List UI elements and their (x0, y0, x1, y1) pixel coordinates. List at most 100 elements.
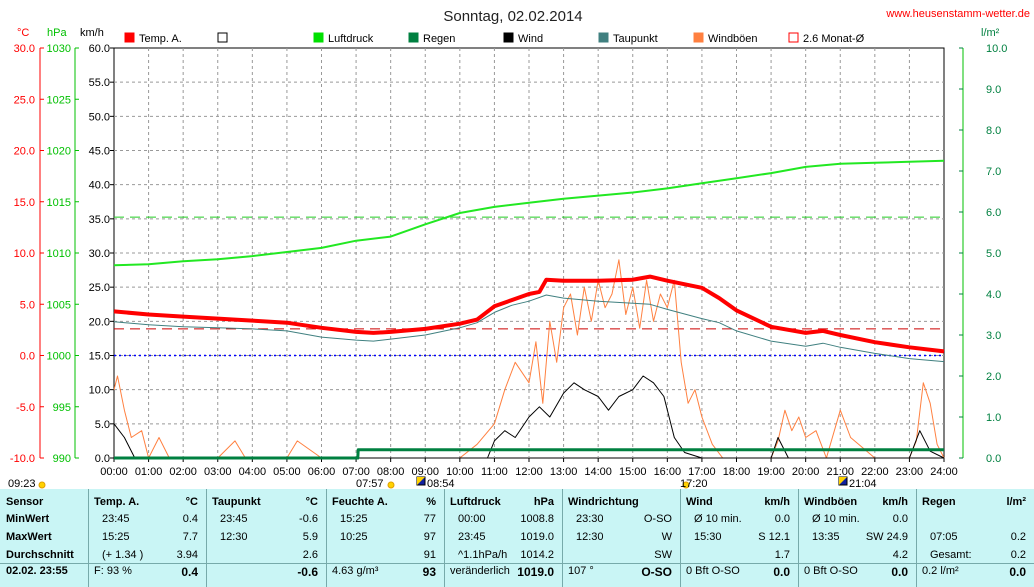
legend-label: Temp. A. (139, 33, 182, 45)
legend-swatch (598, 32, 609, 43)
legend-label: Wind (518, 33, 543, 45)
cell-label: 10:25 (340, 531, 368, 543)
cell-value: 77 (423, 513, 436, 525)
cell-value: 0.0 (773, 565, 790, 579)
row-label: Sensor (6, 496, 44, 508)
cell-label: 4.63 g/m³ (332, 565, 379, 577)
stats-column-divider (206, 489, 207, 587)
cell-label: veränderlich (450, 565, 510, 577)
rain-axis-tick-label: 6.0 (986, 207, 1001, 219)
x-tick-label: 10:00 (446, 466, 474, 478)
column-unit: km/h (764, 496, 790, 508)
x-tick-label: 13:00 (550, 466, 578, 478)
row-label: MaxWert (6, 531, 52, 543)
grid (113, 47, 945, 459)
stats-table: Sensor MinWert MaxWert Durchschnitt 02.02. 2… (0, 489, 1034, 587)
legend-swatch (313, 32, 324, 43)
column-unit: % (426, 496, 436, 508)
temp-axis-tick-label: 15.0 (14, 197, 35, 209)
cell-value: 91 (423, 549, 436, 561)
x-tick-label: 05:00 (273, 466, 301, 478)
cell-label: 0.2 l/m² (922, 565, 959, 577)
cell-label: 15:25 (102, 531, 130, 543)
cell-value: W (661, 531, 672, 543)
cell-label: ^1.1hPa/h (458, 549, 508, 561)
column-header: Temp. A. (94, 496, 140, 508)
temp-axis-tick-label: -5.0 (16, 402, 35, 414)
x-tick-label: 19:00 (757, 466, 785, 478)
x-tick-label: 18:00 (723, 466, 751, 478)
column-header: Wind (686, 496, 713, 508)
pressure-axis-tick-label: 1005 (47, 299, 71, 311)
temp-axis-tick-label: -10.0 (10, 453, 35, 465)
x-tick-label: 14:00 (584, 466, 612, 478)
rain-axis-tick-label: 4.0 (986, 289, 1001, 301)
cell-value: 7.7 (182, 531, 198, 543)
moonset-icon-shade (839, 477, 847, 485)
column-unit: °C (305, 496, 318, 508)
cell-label: F: 93 % (94, 565, 132, 577)
cell-value: 93 (422, 565, 436, 579)
x-tick-label: 02:00 (169, 466, 197, 478)
unit-temp: °C (17, 27, 29, 39)
pressure-axis-tick-label: 1020 (47, 146, 71, 158)
pressure-axis-tick-label: 1000 (47, 351, 71, 363)
column-header: Luftdruck (450, 496, 501, 508)
cell-label: 00:00 (458, 513, 486, 525)
row-label: Durchschnitt (6, 549, 74, 561)
cell-label: 12:30 (220, 531, 248, 543)
pressure-axis-tick-label: 1015 (47, 197, 71, 209)
wind-axis-tick-label: 30.0 (89, 248, 110, 260)
wind-axis-tick-label: 35.0 (89, 214, 110, 226)
legend-swatch (693, 32, 704, 43)
cell-value: O-SO (643, 513, 672, 525)
temp-axis-tick-label: 0.0 (20, 351, 35, 363)
cell-value: 2.6 (302, 549, 318, 561)
unit-wind: km/h (80, 27, 104, 39)
rain-axis-tick-label: 3.0 (986, 330, 1001, 342)
temp-axis-tick-label: 20.0 (14, 146, 35, 158)
legend-label: Regen (423, 33, 455, 45)
wind-axis-tick-label: 55.0 (89, 77, 110, 89)
site-url: www.heusenstamm-wetter.de (885, 8, 1030, 20)
left-icon (38, 481, 46, 489)
wind-axis-tick-label: 45.0 (89, 146, 110, 158)
x-tick-label: 15:00 (619, 466, 647, 478)
x-tick-label: 20:00 (792, 466, 820, 478)
cell-label: 15:30 (694, 531, 722, 543)
rain-axis-tick-label: 9.0 (986, 84, 1001, 96)
cell-value: -0.6 (297, 565, 318, 579)
x-tick-label: 17:00 (688, 466, 716, 478)
wind-axis-tick-label: 5.0 (95, 419, 110, 431)
row-label: MinWert (6, 513, 50, 525)
cell-label: (+ 1.34 ) (102, 549, 144, 561)
cell-value: 4.2 (892, 549, 908, 561)
event-sunrise: 07:57 (356, 478, 384, 489)
stats-column-divider (680, 489, 681, 587)
series-line-regen (114, 448, 944, 460)
cell-value: SW 24.9 (865, 531, 908, 543)
cell-value: 0.0 (891, 565, 908, 579)
legend-swatch (788, 32, 799, 43)
series-line-luftdruck (113, 159, 945, 267)
legend: Temp. A. Luftdruck Regen Wind Taupunkt Windbö… (124, 32, 865, 45)
cell-value: 1019.0 (520, 531, 554, 543)
event-sunset: 17:20 (680, 478, 708, 489)
cell-label: 23:45 (458, 531, 486, 543)
temp-axis-tick-label: 30.0 (14, 43, 35, 55)
cell-value: 0.4 (181, 565, 198, 579)
x-tick-label: 21:00 (826, 466, 854, 478)
pressure-axis-tick-label: 990 (53, 453, 71, 465)
cell-value: 3.94 (176, 549, 198, 561)
cell-value: 0.2 (1010, 549, 1026, 561)
cell-value: O-SO (641, 565, 672, 579)
cell-value: SW (654, 549, 672, 561)
column-unit: km/h (882, 496, 908, 508)
x-tick-label: 06:00 (308, 466, 336, 478)
legend-swatch (408, 32, 419, 43)
legend-swatch (124, 32, 135, 43)
sunset-icon (682, 481, 690, 489)
x-tick-label: 07:00 (342, 466, 370, 478)
cell-label: 23:45 (102, 513, 130, 525)
column-unit: l/m² (1006, 496, 1026, 508)
